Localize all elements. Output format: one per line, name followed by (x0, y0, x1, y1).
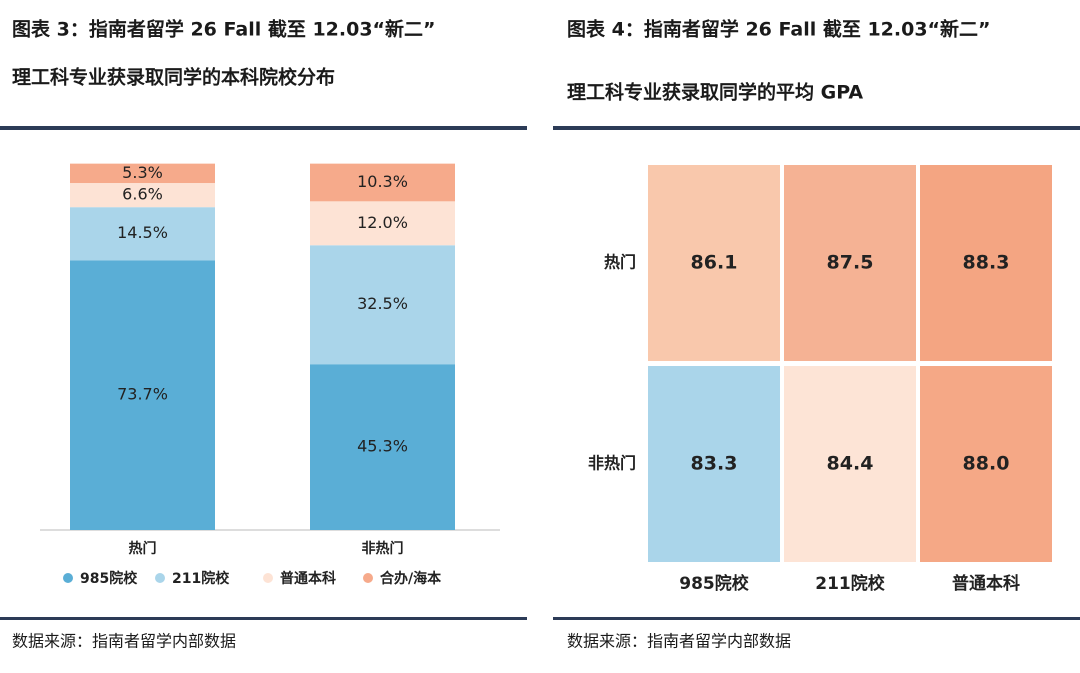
x-tick-label: 热门 (129, 540, 157, 557)
bar-segment (310, 163, 455, 202)
legend-label: 普通本科 (280, 570, 336, 587)
legend-swatch (263, 573, 273, 583)
data-label: 12.0% (357, 213, 408, 232)
data-label: 87.5 (827, 252, 874, 274)
legend-label: 985院校 (80, 570, 138, 587)
data-label: 73.7% (117, 385, 168, 404)
y-tick-label: 非热门 (588, 454, 636, 473)
x-tick-label: 普通本科 (952, 573, 1020, 594)
x-tick-label: 211院校 (815, 573, 885, 594)
chart-title: 图表 4：指南者留学 26 Fall 截至 12.03“新二” (567, 18, 991, 41)
rule (0, 126, 527, 130)
bar-segment (70, 163, 215, 184)
legend-label: 211院校 (172, 570, 230, 587)
x-tick-label: 非热门 (362, 540, 404, 557)
data-label: 88.0 (963, 453, 1010, 475)
data-label: 10.3% (357, 172, 408, 191)
rule (0, 617, 527, 620)
legend-label: 合办/海本 (380, 570, 442, 587)
legend-swatch (363, 573, 373, 583)
bar-segment (310, 201, 455, 246)
heatmap-cell (784, 366, 916, 562)
bar-segment (310, 245, 455, 365)
y-tick-label: 热门 (604, 253, 636, 272)
data-label: 32.5% (357, 294, 408, 313)
x-tick-label: 985院校 (679, 573, 749, 594)
heatmap-cell (920, 165, 1052, 361)
heatmap-cell (648, 165, 780, 361)
data-label: 84.4 (827, 453, 874, 475)
data-label: 83.3 (691, 453, 738, 475)
data-label: 86.1 (691, 252, 738, 274)
bar-segment (70, 207, 215, 261)
bar-segment (310, 364, 455, 530)
source: 数据来源：指南者留学内部数据 (12, 632, 236, 651)
heatmap-cell (920, 366, 1052, 562)
data-label: 6.6% (122, 185, 163, 204)
data-label: 14.5% (117, 223, 168, 242)
data-label: 45.3% (357, 437, 408, 456)
rule (553, 126, 1080, 130)
legend-swatch (63, 573, 73, 583)
heatmap-cell (784, 165, 916, 361)
chart-title: 理工科专业获录取同学的平均 GPA (567, 81, 863, 104)
heatmap-cell (648, 366, 780, 562)
chart-title: 图表 3：指南者留学 26 Fall 截至 12.03“新二” (12, 18, 436, 41)
legend-swatch (155, 573, 165, 583)
source: 数据来源：指南者留学内部数据 (567, 632, 791, 651)
chart-title: 理工科专业获录取同学的本科院校分布 (12, 66, 335, 89)
rule (553, 617, 1080, 620)
bar-segment (70, 260, 215, 530)
bar-segment (70, 183, 215, 208)
data-label: 88.3 (963, 252, 1010, 274)
data-label: 5.3% (122, 163, 163, 182)
